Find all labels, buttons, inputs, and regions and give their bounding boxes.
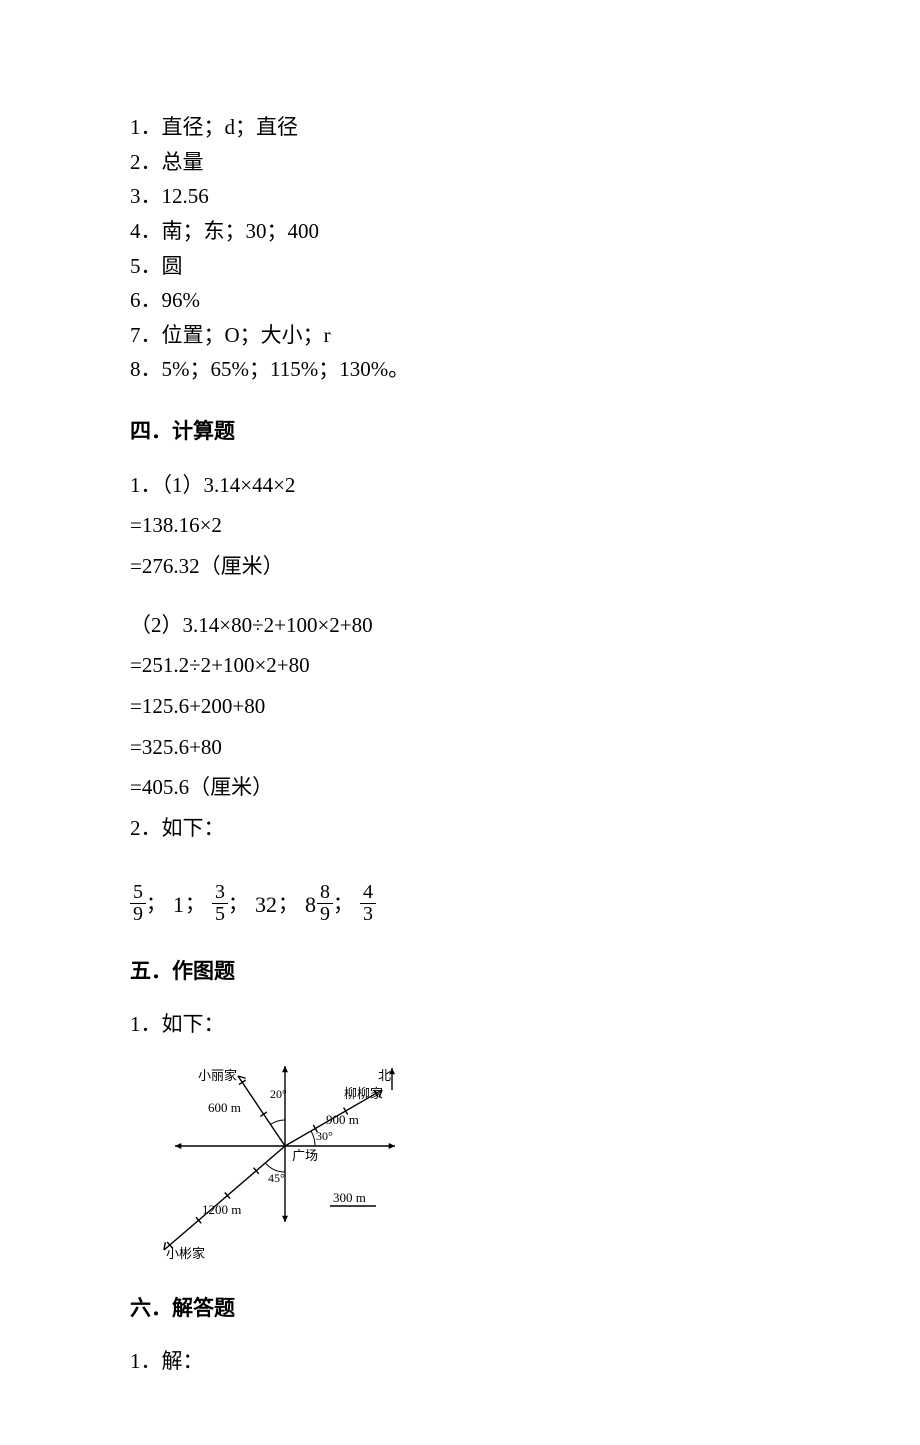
answer-line-4: 4．南；东；30；400 [130,214,790,249]
s4-q1-line3: =276.32（厘米） [130,549,790,584]
frac-item-1: 1 [173,892,184,917]
frac-item-5: 43 [360,882,376,925]
s4-q1-line4: （2）3.14×80÷2+100×2+80 [130,608,790,643]
s4-q2-label: 2．如下： [130,811,790,846]
frac-item-2: 35 [212,882,228,925]
section-5-heading: 五．作图题 [130,955,790,990]
frac-item-4: 89 [317,882,333,925]
s4-q1-line1: 1．（1）3.14×44×2 [130,468,790,503]
svg-text:900 m: 900 m [326,1112,359,1127]
direction-diagram-svg: 北广场 300 m 小丽家 600 m 20° 柳柳家 900 m 30° 小彬家 1200 m 4… [130,1054,420,1264]
frac-item-3: 32 [255,892,277,917]
svg-text:20°: 20° [270,1087,287,1101]
svg-text:600 m: 600 m [208,1100,241,1115]
section-4-heading: 四．计算题 [130,415,790,450]
answer-line-3: 3．12.56 [130,179,790,214]
s5-q1-label: 1．如下： [130,1007,790,1042]
direction-diagram: 北广场 300 m 小丽家 600 m 20° 柳柳家 900 m 30° 小彬家 1200 m 4… [130,1054,790,1264]
s4-q1-line6: =125.6+200+80 [130,689,790,724]
answers-block: 1．直径；d；直径2．总量3．12.564．南；东；30；4005．圆6．96%… [130,110,790,387]
svg-text:广场: 广场 [292,1148,318,1163]
svg-text:300 m: 300 m [333,1190,366,1205]
answer-line-1: 1．直径；d；直径 [130,110,790,145]
answer-line-7: 7．位置；O；大小；r [130,318,790,353]
svg-text:45°: 45° [268,1171,285,1185]
s4-q1-line7: =325.6+80 [130,730,790,765]
frac-item-0: 59 [130,882,146,925]
answer-line-8: 8．5%；65%；115%；130%。 [130,352,790,387]
svg-text:柳柳家: 柳柳家 [344,1086,383,1101]
s6-q1-label: 1．解： [130,1344,790,1379]
s4-q1-line8: =405.6（厘米） [130,770,790,805]
s4-q1-line2: =138.16×2 [130,508,790,543]
svg-text:小彬家: 小彬家 [166,1246,205,1261]
svg-text:1200 m: 1200 m [202,1202,241,1217]
svg-text:30°: 30° [316,1129,333,1143]
fraction-row: 59； 1； 35； 32； 889； 43 [130,884,790,927]
s4-q1-line5: =251.2÷2+100×2+80 [130,648,790,683]
answer-line-5: 5．圆 [130,249,790,284]
answer-line-2: 2．总量 [130,145,790,180]
section-6-heading: 六．解答题 [130,1292,790,1327]
svg-text:小丽家: 小丽家 [198,1068,237,1083]
answer-line-6: 6．96% [130,283,790,318]
svg-text:北: 北 [378,1068,391,1083]
